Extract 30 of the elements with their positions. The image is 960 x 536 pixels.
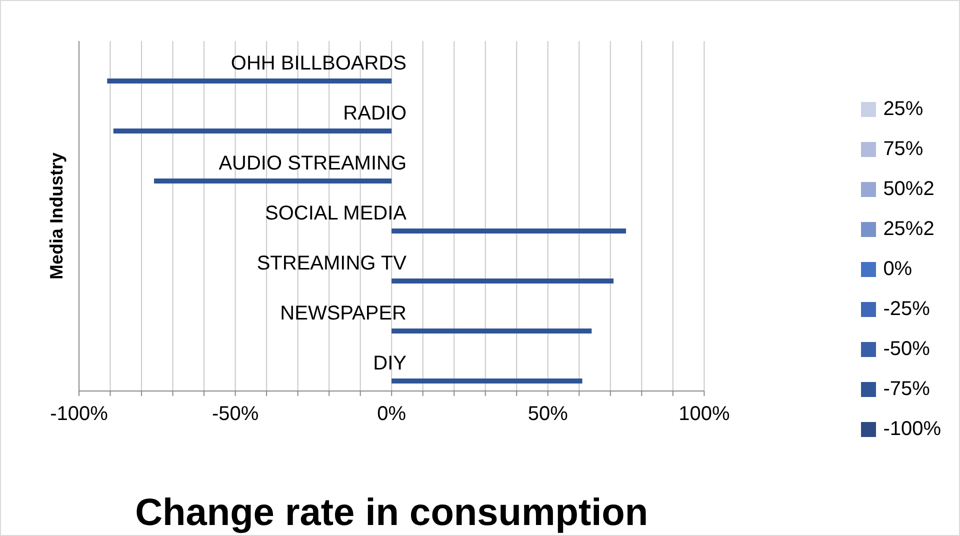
y-tick-label: OHH BILLBOARDS <box>230 52 406 74</box>
y-tick-label: STREAMING TV <box>256 252 408 274</box>
bar <box>154 178 392 184</box>
bar <box>392 278 614 284</box>
x-tick-label: 0% <box>377 403 406 426</box>
y-tick-label: DIY <box>373 352 406 374</box>
bar <box>392 378 582 384</box>
x-tick-label: 100% <box>678 403 730 426</box>
legend-label: -50% <box>883 338 930 360</box>
legend-label: 50%2 <box>883 178 934 200</box>
legend-label: 0% <box>883 258 912 280</box>
legend-label: -75% <box>883 378 930 400</box>
x-axis-title: Change rate in consumption <box>135 492 648 534</box>
y-tick-label: SOCIAL MEDIA <box>264 202 408 224</box>
y-tick-label: RADIO <box>343 102 406 124</box>
x-tick-label: -100% <box>50 403 108 426</box>
bar <box>107 78 392 84</box>
y-tick-label: AUDIO STREAMING <box>218 152 406 174</box>
x-tick-label: 50% <box>528 403 568 426</box>
y-tick-label: NEWSPAPER <box>280 302 406 324</box>
bar <box>113 128 392 134</box>
bar <box>392 228 626 234</box>
legend-label: -100% <box>883 418 941 440</box>
legend-label: 25%2 <box>883 218 934 240</box>
legend-label: 25% <box>883 98 924 120</box>
bar <box>392 328 592 334</box>
legend-label: 75% <box>883 138 924 160</box>
y-axis-title: Media Industry <box>46 152 66 280</box>
legend-label: -25% <box>883 298 930 320</box>
x-tick-label: -50% <box>212 403 259 426</box>
